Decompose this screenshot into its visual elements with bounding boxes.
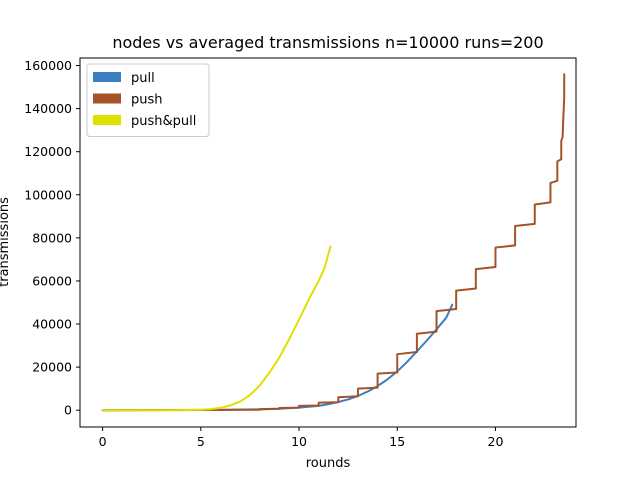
x-axis: 0 5 10 15 20 (99, 427, 504, 449)
y-tick-label: 40000 (32, 317, 72, 332)
x-tick-label: 15 (389, 434, 405, 449)
x-tick-label: 0 (99, 434, 107, 449)
x-tick-label: 10 (291, 434, 307, 449)
x-tick-label: 20 (488, 434, 504, 449)
legend: pull push push&pull (86, 63, 210, 137)
series-line-1 (101, 73, 566, 412)
y-tick-label: 0 (64, 403, 72, 418)
y-axis-label: transmissions (0, 197, 12, 287)
series-line-2 (101, 245, 332, 412)
y-tick-label: 120000 (24, 144, 72, 159)
legend-label-1: push (131, 93, 163, 108)
legend-label-2: push&pull (131, 114, 196, 129)
legend-swatch-0 (93, 72, 121, 82)
legend-swatch-2 (93, 115, 121, 125)
y-tick-label: 160000 (24, 58, 72, 73)
chart-title: nodes vs averaged transmissions n=10000 … (112, 33, 543, 52)
y-tick-label: 100000 (24, 187, 72, 202)
axes-frame (79, 57, 577, 428)
x-tick-label: 5 (197, 434, 205, 449)
y-tick-label: 80000 (32, 230, 72, 245)
y-tick-label: 20000 (32, 360, 72, 375)
y-tick-label: 60000 (32, 273, 72, 288)
legend-swatch-1 (93, 93, 121, 104)
plot-area (101, 73, 566, 412)
x-axis-label: rounds (306, 456, 351, 471)
y-axis: 0 20000 40000 60000 80000 100000 120000 140000 1… (24, 58, 80, 418)
y-tick-label: 140000 (24, 101, 72, 116)
legend-label-0: pull (131, 71, 155, 86)
